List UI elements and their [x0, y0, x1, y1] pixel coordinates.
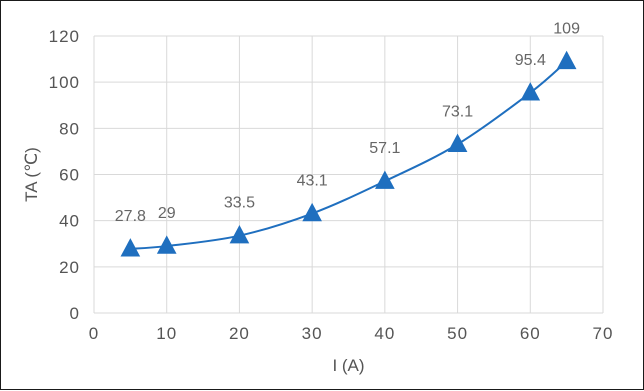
data-point-3	[302, 202, 322, 222]
x-tick-label-6: 60	[520, 324, 541, 343]
data-label-4: 57.1	[369, 140, 400, 157]
x-tick-label-3: 30	[302, 324, 323, 343]
y-tick-label-4: 80	[59, 119, 80, 138]
x-tick-label-7: 70	[593, 324, 614, 343]
data-point-4	[375, 170, 395, 189]
data-label-5: 73.1	[442, 103, 473, 120]
y-tick-label-3: 60	[59, 166, 80, 185]
data-labels: 27.8 29 33.5 43.1 57.1 73.1 95.4 109	[115, 20, 580, 224]
x-tick-label-2: 20	[229, 324, 250, 343]
data-markers	[120, 50, 577, 257]
data-point-7	[556, 50, 577, 70]
y-tick-label-6: 120	[49, 27, 80, 46]
series-line-0	[130, 60, 568, 250]
tick-labels: 0 10 20 30 40 50 60 70 0 20 40 60 80 100 120	[49, 27, 614, 343]
data-point-1	[156, 235, 177, 254]
grid-lines	[93, 35, 604, 314]
data-point-5	[447, 133, 468, 152]
y-tick-label-0: 0	[70, 304, 80, 323]
data-label-0: 27.8	[115, 208, 146, 225]
y-tick-label-1: 20	[59, 258, 80, 277]
x-tick-label-0: 0	[89, 324, 99, 343]
x-axis-title: I (A)	[332, 356, 364, 375]
data-label-2: 33.5	[224, 195, 255, 212]
y-tick-label-5: 100	[49, 73, 80, 92]
y-axis-title: TA (℃)	[22, 147, 41, 202]
y-tick-label-2: 40	[59, 212, 80, 231]
series-line-group	[130, 60, 568, 250]
data-point-0	[120, 238, 141, 257]
data-label-3: 43.1	[297, 173, 328, 190]
data-label-6: 95.4	[515, 52, 546, 69]
x-tick-label-1: 10	[156, 324, 177, 343]
data-point-2	[229, 225, 250, 244]
data-label-1: 29	[158, 205, 176, 222]
x-tick-label-5: 50	[447, 324, 468, 343]
data-label-7: 109	[553, 20, 580, 37]
x-tick-label-4: 40	[374, 324, 395, 343]
data-point-6	[520, 82, 541, 101]
